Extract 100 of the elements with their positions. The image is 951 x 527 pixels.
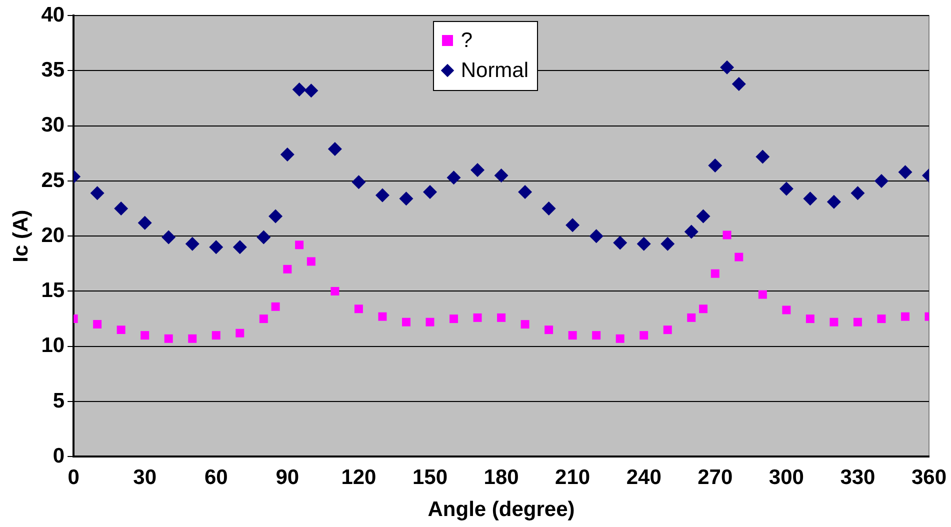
y-tick-label: 15	[41, 279, 65, 302]
point	[900, 312, 910, 321]
point	[568, 331, 577, 340]
point	[756, 150, 770, 164]
point	[330, 286, 340, 296]
point	[116, 326, 126, 334]
point	[140, 331, 150, 340]
point	[699, 304, 708, 314]
y-tick-label: 40	[41, 3, 65, 26]
point	[114, 202, 128, 216]
y-axis-title: Ic (A)	[9, 210, 32, 262]
point	[853, 318, 862, 326]
point	[877, 314, 886, 324]
x-axis-title: Angle (degree)	[428, 498, 575, 522]
point	[292, 82, 306, 96]
point	[696, 209, 710, 224]
point	[446, 170, 461, 185]
point	[271, 302, 280, 311]
point	[450, 314, 458, 324]
point	[236, 328, 244, 338]
point	[660, 236, 675, 251]
point	[352, 175, 366, 190]
point	[280, 148, 294, 162]
point	[592, 331, 601, 340]
point	[758, 290, 767, 299]
point	[722, 230, 732, 240]
point	[720, 60, 734, 74]
x-tick-label: 330	[840, 466, 876, 489]
point	[232, 240, 247, 254]
point	[732, 76, 746, 91]
x-tick-label: 300	[768, 466, 804, 489]
point	[422, 185, 437, 199]
x-tick-label: 120	[341, 466, 376, 489]
x-tick-label: 240	[626, 466, 662, 489]
point	[138, 216, 152, 230]
y-tick-label: 10	[41, 334, 65, 358]
x-tick-label: 90	[276, 466, 300, 489]
x-tick-label: 0	[68, 466, 80, 489]
legend-label: ?	[460, 28, 473, 54]
y-tick-label: 20	[41, 224, 65, 247]
point	[399, 192, 414, 206]
y-tick-label: 35	[41, 58, 65, 82]
point	[616, 334, 624, 343]
point	[613, 236, 628, 250]
point	[259, 314, 268, 324]
point	[830, 318, 838, 326]
x-tick-label: 30	[133, 466, 157, 489]
point	[328, 142, 342, 156]
point	[687, 313, 696, 322]
point	[306, 257, 316, 266]
point	[806, 314, 814, 324]
point	[710, 269, 720, 278]
point	[589, 229, 604, 244]
y-tick-label: 0	[52, 444, 65, 468]
point	[188, 334, 197, 343]
point	[164, 334, 173, 343]
point	[354, 304, 363, 314]
point	[803, 192, 818, 206]
point	[708, 158, 722, 173]
point	[295, 240, 304, 250]
x-tick-label: 60	[204, 466, 228, 489]
point	[518, 185, 532, 199]
point	[378, 312, 387, 321]
point	[470, 162, 485, 177]
point	[209, 240, 224, 254]
y-tick-label: 5	[52, 389, 65, 412]
point	[782, 306, 791, 314]
point	[426, 318, 434, 326]
point	[497, 313, 506, 322]
point	[734, 252, 744, 262]
point	[566, 218, 580, 232]
point	[473, 313, 482, 322]
x-tick-label: 180	[484, 466, 519, 489]
point	[494, 168, 508, 182]
x-tick-label: 210	[555, 466, 590, 489]
point	[283, 264, 292, 274]
point	[93, 320, 102, 329]
point	[663, 326, 672, 334]
x-tick-label: 270	[698, 466, 733, 489]
x-tick-label: 150	[412, 466, 448, 489]
point	[268, 209, 283, 224]
point	[520, 320, 530, 329]
point	[544, 326, 554, 334]
point	[640, 331, 648, 340]
point	[256, 230, 271, 244]
point	[850, 186, 865, 200]
legend-label: Normal	[460, 58, 529, 84]
y-tick-label: 30	[41, 114, 65, 137]
point	[90, 186, 104, 200]
point	[402, 318, 410, 326]
point	[375, 188, 390, 202]
point	[636, 236, 651, 251]
point	[162, 230, 176, 244]
point	[898, 165, 912, 180]
y-tick-label: 25	[41, 168, 65, 192]
point	[212, 331, 220, 340]
point	[542, 202, 556, 216]
point	[185, 236, 200, 251]
x-tick-label: 360	[911, 466, 947, 489]
point	[684, 224, 698, 239]
